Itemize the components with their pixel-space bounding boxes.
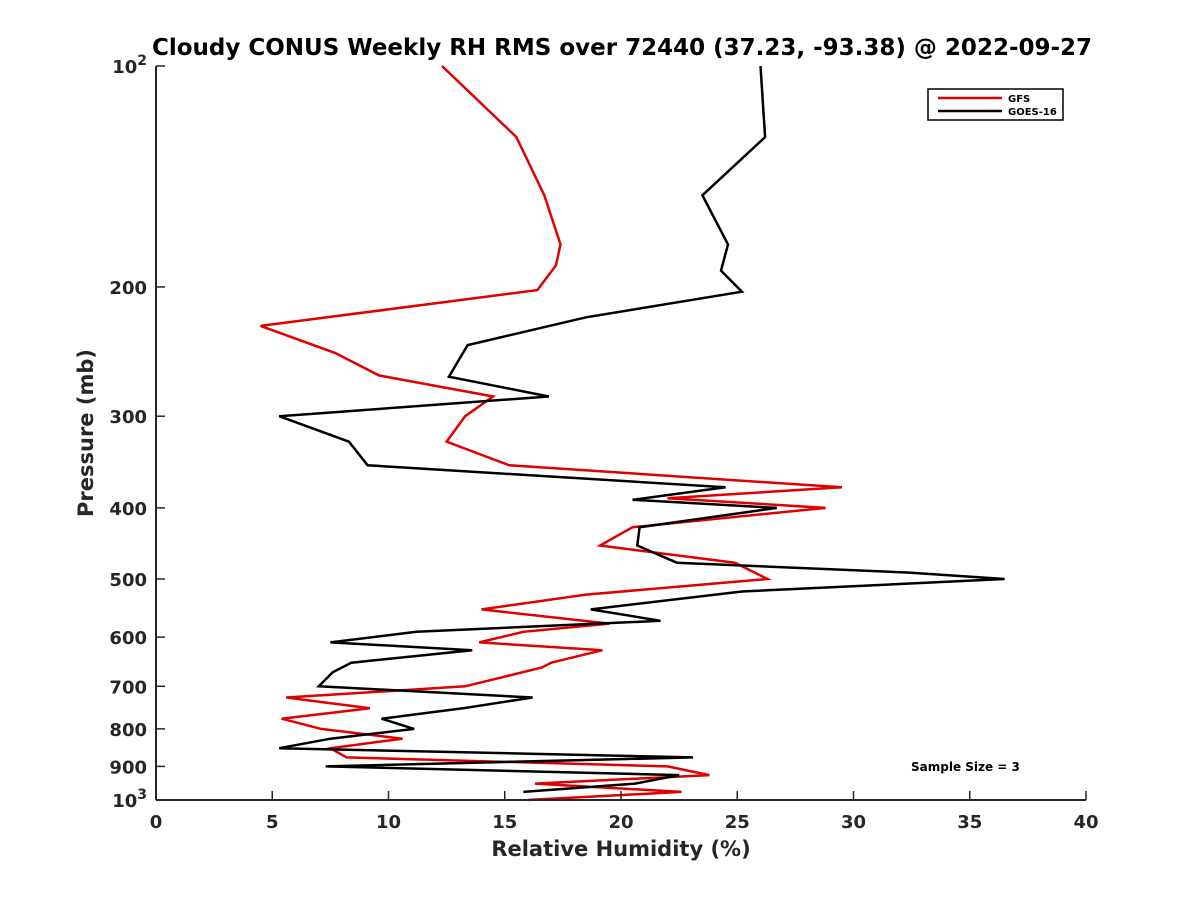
chart-title: Cloudy CONUS Weekly RH RMS over 72440 (3… (152, 35, 1092, 61)
x-tick-label: 35 (957, 812, 982, 833)
y-tick-label: 700 (109, 677, 147, 698)
x-tick-label: 10 (376, 812, 401, 833)
legend-label-gfs: GFS (1008, 94, 1030, 105)
y-tick-label: 400 (109, 499, 147, 520)
x-tick-label: 25 (725, 812, 750, 833)
y-tick-label: 300 (109, 407, 147, 428)
legend-label-goes16: GOES-16 (1008, 107, 1057, 118)
sample-size-annotation: Sample Size = 3 (911, 760, 1020, 774)
y-tick-label: 200 (109, 278, 147, 299)
x-tick-label: 5 (266, 812, 279, 833)
legend: GFS GOES-16 (927, 88, 1064, 121)
x-tick-label: 20 (608, 812, 633, 833)
x-tick-label: 0 (150, 812, 163, 833)
y-axis-label: Pressure (mb) (74, 349, 98, 517)
x-tick-label: 15 (492, 812, 517, 833)
y-tick-label: 800 (109, 720, 147, 741)
series-layer (260, 65, 1005, 802)
y-tick-label: 102 (112, 53, 147, 78)
y-tick-label: 600 (109, 628, 147, 649)
x-ticks: 0 5 10 15 20 25 30 35 40 (150, 791, 1099, 833)
x-axis-label: Relative Humidity (%) (491, 837, 750, 861)
y-tick-label: 103 (112, 787, 147, 812)
y-ticks: 102 200 300 400 500 600 700 800 900 103 (109, 53, 165, 812)
x-tick-label: 40 (1073, 812, 1098, 833)
series-line-gfs (260, 65, 842, 802)
series-line-goes16 (278, 65, 1005, 794)
y-tick-label: 900 (109, 757, 147, 778)
y-tick-label: 500 (109, 570, 147, 591)
x-tick-label: 30 (841, 812, 866, 833)
legend-box (927, 88, 1064, 121)
plot-area (156, 66, 1086, 800)
